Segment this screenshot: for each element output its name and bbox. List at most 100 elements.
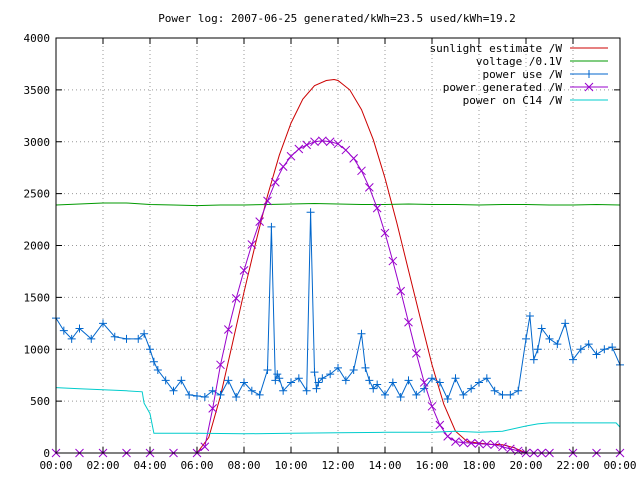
data-point-plus — [341, 376, 350, 385]
legend-marker-plus — [585, 70, 593, 78]
x-tick-label: 10:00 — [274, 459, 307, 472]
data-point-plus — [271, 376, 280, 385]
data-point-plus — [482, 374, 491, 383]
data-point-plus — [87, 334, 96, 343]
series-power-use-w — [52, 208, 624, 404]
data-point-cross — [239, 266, 249, 275]
series-power-generated-w — [51, 136, 625, 458]
data-point-plus — [381, 390, 389, 399]
legend-label-power-use-w: power use /W — [483, 68, 563, 81]
data-point-plus — [146, 345, 154, 354]
data-point-plus — [267, 222, 276, 231]
data-point-plus — [110, 332, 119, 341]
data-point-cross — [357, 166, 366, 176]
data-point-plus — [318, 374, 327, 383]
y-tick-label: 4000 — [24, 32, 51, 45]
data-point-plus — [533, 345, 542, 354]
data-point-plus — [600, 345, 609, 354]
axis-ticks: 0 500 1000 1500 2000 2500 3000 3500 4000 00:00 02:… — [24, 32, 637, 472]
data-point-plus — [443, 395, 452, 404]
data-point-plus — [240, 378, 248, 387]
data-point-cross — [216, 360, 225, 370]
data-point-plus — [361, 363, 370, 372]
x-tick-label: 18:00 — [462, 459, 495, 472]
data-point-plus — [475, 378, 483, 387]
chart-title: Power log: 2007-06-25 generated/kWh=23.5… — [158, 12, 516, 25]
data-point-cross — [466, 438, 476, 448]
data-point-plus — [216, 390, 225, 399]
data-point-plus — [451, 374, 460, 383]
data-point-plus — [67, 334, 76, 343]
data-point-plus — [514, 386, 523, 395]
data-point-plus — [529, 355, 538, 364]
y-tick-label: 3000 — [24, 136, 51, 149]
data-point-cross — [380, 228, 390, 238]
data-point-plus — [294, 374, 303, 383]
x-tick-label: 16:00 — [415, 459, 448, 472]
y-tick-label: 2000 — [24, 240, 51, 253]
data-point-plus — [224, 376, 233, 385]
data-point-cross — [341, 145, 351, 155]
data-point-plus — [208, 386, 217, 395]
y-tick-label: 500 — [30, 395, 50, 408]
data-point-cross — [443, 432, 453, 441]
y-tick-label: 1500 — [24, 291, 51, 304]
data-point-plus — [177, 376, 186, 385]
y-tick-label: 3500 — [24, 84, 51, 97]
data-point-cross — [396, 286, 406, 296]
data-point-plus — [576, 345, 585, 354]
legend-label-power-generated-w: power generated /W — [443, 81, 563, 94]
data-point-cross — [411, 349, 421, 358]
data-point-cross — [349, 153, 359, 163]
series-line — [55, 387, 621, 435]
data-point-plus — [537, 324, 546, 333]
data-point-plus — [365, 376, 374, 385]
legend-label-sunlight-estimate-w: sunlight estimate /W — [430, 42, 563, 55]
data-point-cross — [255, 217, 265, 226]
data-point-plus — [232, 392, 241, 401]
series-voltage-0-1v — [55, 202, 621, 207]
data-point-plus — [312, 384, 321, 393]
data-point-cross — [325, 137, 335, 147]
legend-label-voltage-0-1v: voltage /0.1V — [476, 55, 562, 68]
data-point-plus — [169, 386, 178, 395]
data-point-plus — [99, 319, 107, 328]
series-power-on-c14-w — [55, 387, 621, 435]
data-point-plus — [326, 370, 335, 379]
data-point-plus — [263, 366, 272, 374]
data-point-cross — [223, 325, 233, 334]
data-point-plus — [273, 370, 282, 379]
data-point-plus — [193, 391, 201, 400]
x-tick-label: 12:00 — [321, 459, 354, 472]
data-point-cross — [270, 177, 280, 187]
data-point-plus — [545, 334, 554, 343]
data-point-plus — [522, 334, 530, 343]
x-tick-label: 20:00 — [509, 459, 542, 472]
data-point-plus — [122, 334, 131, 343]
x-tick-label: 00:00 — [603, 459, 636, 472]
data-point-cross — [474, 439, 484, 449]
data-point-plus — [459, 390, 468, 399]
series-line — [55, 212, 621, 401]
x-tick-label: 00:00 — [39, 459, 72, 472]
data-point-cross — [498, 442, 507, 452]
y-tick-label: 0 — [43, 447, 50, 460]
data-point-plus — [310, 368, 319, 377]
data-point-plus — [140, 329, 149, 338]
legend-marker-cross — [584, 82, 594, 92]
data-point-cross — [404, 317, 413, 327]
data-point-plus — [59, 326, 68, 335]
data-point-plus — [247, 386, 256, 395]
data-point-plus — [134, 334, 143, 343]
data-point-plus — [561, 319, 570, 328]
data-point-plus — [584, 340, 593, 349]
data-point-plus — [75, 324, 84, 333]
data-point-cross — [333, 139, 343, 149]
data-point-plus — [569, 355, 577, 364]
data-point-cross — [286, 151, 296, 161]
data-point-cross — [247, 240, 257, 249]
data-point-plus — [412, 390, 421, 399]
data-point-plus — [525, 312, 534, 321]
